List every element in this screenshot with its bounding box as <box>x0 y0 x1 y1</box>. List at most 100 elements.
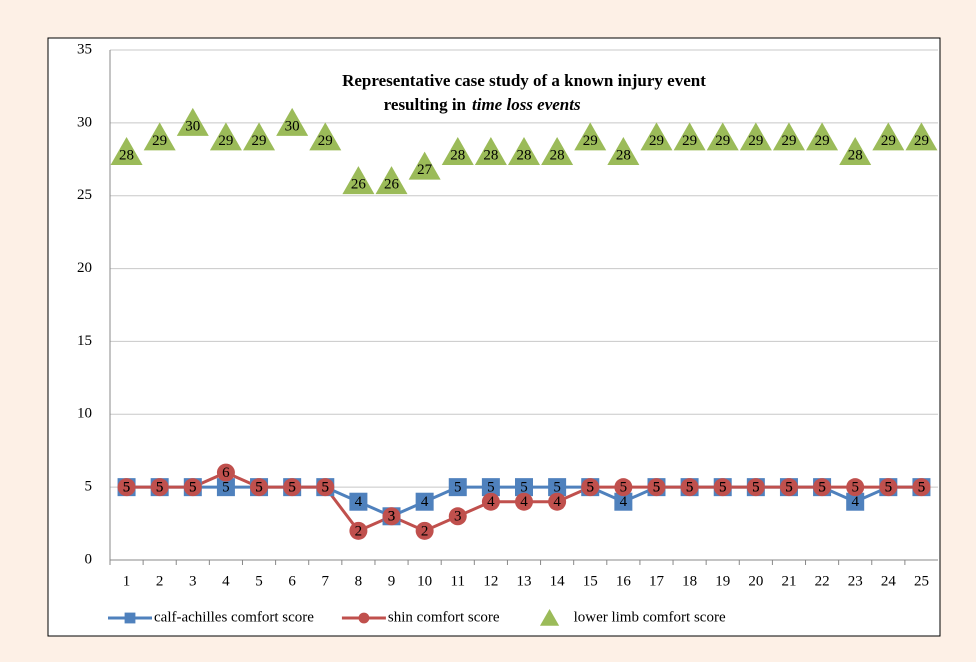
data-point <box>912 478 931 497</box>
x-tick-label: 7 <box>322 573 330 589</box>
x-tick-label: 25 <box>914 573 929 589</box>
legend-label: calf-achilles comfort score <box>154 609 314 625</box>
data-label: 5 <box>818 480 826 496</box>
data-point <box>209 122 242 151</box>
data-label: 5 <box>719 480 727 496</box>
x-tick-label: 19 <box>715 573 730 589</box>
data-label: 5 <box>686 480 694 496</box>
data-label: 30 <box>285 118 300 134</box>
data-point <box>515 478 533 497</box>
data-label: 29 <box>649 133 664 149</box>
legend-label: lower limb comfort score <box>574 609 726 625</box>
x-tick-label: 4 <box>222 573 230 589</box>
data-point <box>846 478 865 497</box>
data-point <box>415 521 434 540</box>
data-point <box>614 492 633 511</box>
legend-marker <box>539 609 560 626</box>
data-label: 5 <box>255 480 263 496</box>
data-point <box>176 107 209 136</box>
data-label: 28 <box>119 147 134 163</box>
y-tick-label: 5 <box>85 479 93 495</box>
data-label: 4 <box>620 494 628 510</box>
data-label: 29 <box>748 133 763 149</box>
data-point <box>150 478 169 497</box>
data-point <box>276 107 309 136</box>
data-label: 5 <box>487 480 495 496</box>
data-label: 29 <box>914 133 929 149</box>
data-point <box>448 478 467 497</box>
data-point <box>548 478 567 497</box>
y-tick-label: 35 <box>77 41 92 57</box>
data-label: 5 <box>322 480 330 496</box>
data-label: 6 <box>222 465 230 481</box>
data-label: 29 <box>218 133 233 149</box>
data-point <box>806 122 839 151</box>
data-point <box>448 507 467 526</box>
data-label: 28 <box>848 147 863 163</box>
data-label: 5 <box>785 480 793 496</box>
data-label: 28 <box>517 147 532 163</box>
data-point <box>872 122 905 151</box>
data-label: 4 <box>355 494 363 510</box>
data-label: 5 <box>189 480 197 496</box>
data-label: 29 <box>881 133 896 149</box>
data-label: 4 <box>851 494 859 510</box>
data-label: 5 <box>520 480 528 496</box>
data-label: 29 <box>682 133 697 149</box>
data-point <box>647 478 666 497</box>
data-label: 5 <box>288 480 296 496</box>
data-point <box>508 137 540 165</box>
data-point <box>382 507 401 526</box>
x-tick-label: 2 <box>156 573 164 589</box>
data-label: 26 <box>351 177 367 193</box>
data-label: 27 <box>417 162 433 178</box>
y-tick-label: 20 <box>77 260 92 276</box>
y-tick-label: 30 <box>77 114 92 130</box>
data-point <box>441 137 474 165</box>
data-point <box>846 492 865 511</box>
data-point <box>746 478 765 497</box>
data-point <box>905 122 938 151</box>
data-label: 28 <box>616 147 631 163</box>
data-label: 5 <box>189 480 197 496</box>
data-point <box>481 478 500 497</box>
data-point <box>349 492 368 511</box>
x-tick-label: 11 <box>451 573 465 589</box>
x-tick-label: 5 <box>255 573 263 589</box>
data-label: 5 <box>918 480 926 496</box>
data-label: 28 <box>483 147 498 163</box>
data-label: 5 <box>653 480 661 496</box>
data-label: 5 <box>620 480 628 496</box>
legend-marker <box>358 612 370 624</box>
data-point <box>706 122 739 151</box>
data-label: 4 <box>421 494 429 510</box>
data-label: 5 <box>156 480 164 496</box>
data-point <box>110 137 143 165</box>
chart-title: time loss events <box>472 95 581 114</box>
x-tick-label: 16 <box>616 573 632 589</box>
data-label: 30 <box>185 118 200 134</box>
data-label: 4 <box>520 494 528 510</box>
data-label: 29 <box>715 133 730 149</box>
data-label: 5 <box>123 480 131 496</box>
x-tick-label: 18 <box>682 573 697 589</box>
x-tick-label: 3 <box>189 573 197 589</box>
data-point <box>408 151 441 180</box>
data-label: 5 <box>785 480 793 496</box>
data-point <box>607 137 640 165</box>
data-label: 29 <box>781 133 796 149</box>
data-point <box>839 137 872 165</box>
x-tick-label: 14 <box>550 573 566 589</box>
y-tick-label: 15 <box>77 333 92 349</box>
data-label: 29 <box>152 133 167 149</box>
data-point <box>216 463 235 482</box>
chart-title: resulting in <box>384 95 467 114</box>
data-label: 5 <box>918 480 926 496</box>
legend-label: shin comfort score <box>388 609 500 625</box>
data-label: 3 <box>388 509 396 525</box>
data-point <box>309 122 342 151</box>
data-point <box>143 122 176 151</box>
x-tick-label: 10 <box>417 573 432 589</box>
data-label: 5 <box>454 480 462 496</box>
data-label: 4 <box>553 494 561 510</box>
